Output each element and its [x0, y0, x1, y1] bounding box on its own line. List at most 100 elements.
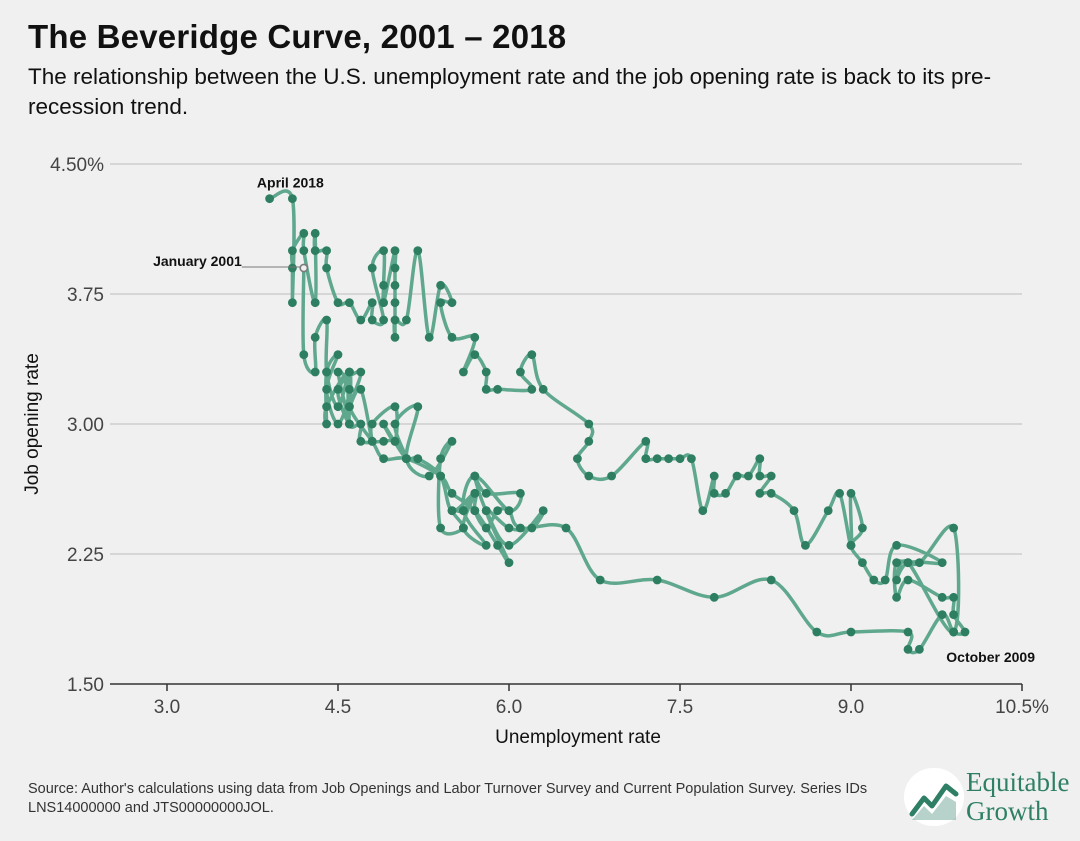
- data-point: [937, 610, 947, 620]
- data-point: [356, 315, 366, 325]
- data-point: [687, 454, 696, 464]
- data-point: [481, 384, 491, 394]
- data-point: [470, 506, 480, 516]
- data-point: [356, 436, 366, 446]
- data-point: [367, 263, 377, 273]
- rising-chart-logo-icon: [904, 768, 964, 826]
- data-point: [459, 523, 468, 533]
- data-point: [527, 384, 537, 394]
- data-point: [333, 350, 343, 360]
- y-tick-label: 1.50: [67, 675, 104, 696]
- data-point: [379, 436, 388, 446]
- x-tick-label: 4.5: [325, 697, 351, 718]
- data-point: [345, 419, 354, 429]
- data-point: [937, 592, 947, 602]
- data-point: [823, 506, 833, 516]
- data-point: [858, 558, 867, 568]
- data-point: [345, 402, 354, 412]
- data-point: [288, 263, 297, 273]
- gridlines: [110, 163, 1022, 685]
- data-point: [356, 419, 366, 429]
- annotation-october-2009: October 2009: [946, 649, 1035, 665]
- data-point: [333, 298, 343, 308]
- data-point: [299, 246, 309, 256]
- data-point: [892, 592, 901, 602]
- data-point: [664, 454, 673, 464]
- data-point: [675, 454, 685, 464]
- data-point: [447, 298, 457, 308]
- data-point: [504, 558, 514, 568]
- y-axis-ticks: 1.50 2.25 3.00 3.75 4.50%: [50, 155, 104, 696]
- data-point: [538, 384, 548, 394]
- data-point: [732, 471, 742, 481]
- data-point: [641, 454, 651, 464]
- data-point: [493, 506, 502, 516]
- data-point: [424, 332, 434, 342]
- data-point: [310, 246, 320, 256]
- data-point: [481, 506, 491, 516]
- data-point: [493, 384, 502, 394]
- source-note: Source: Author's calculations using data…: [28, 781, 868, 816]
- data-point: [903, 558, 913, 568]
- data-point: [288, 298, 297, 308]
- data-point: [755, 471, 765, 481]
- data-point: [288, 246, 297, 256]
- x-tick-label: 7.5: [667, 697, 693, 718]
- data-point: [504, 523, 514, 533]
- data-point: [390, 332, 400, 342]
- data-point: [310, 367, 320, 377]
- data-point: [880, 575, 890, 585]
- data-point: [892, 540, 901, 550]
- data-point: [447, 332, 457, 342]
- data-point: [812, 627, 822, 637]
- data-point: [470, 350, 480, 360]
- data-point: [561, 523, 571, 533]
- data-point: [755, 488, 765, 498]
- data-point: [801, 540, 810, 550]
- data-point: [481, 488, 491, 498]
- data-point: [789, 506, 799, 516]
- data-point: [333, 402, 343, 412]
- annotation-april-2018: April 2018: [257, 175, 324, 191]
- data-point: [903, 627, 913, 637]
- data-point: [390, 280, 400, 290]
- data-point: [516, 488, 525, 498]
- data-point: [333, 419, 343, 429]
- y-tick-label: 4.50%: [50, 155, 104, 176]
- data-point: [949, 523, 958, 533]
- data-point: [459, 367, 468, 377]
- data-point: [459, 506, 468, 516]
- data-point: [379, 280, 388, 290]
- data-point: [390, 246, 400, 256]
- data-point: [402, 454, 411, 464]
- data-point: [390, 419, 400, 429]
- data-point: [322, 384, 331, 394]
- data-point: [470, 471, 480, 481]
- data-point: [413, 454, 423, 464]
- data-point: [903, 575, 913, 585]
- data-point: [367, 315, 377, 325]
- data-point: [436, 471, 445, 481]
- data-point: [345, 298, 354, 308]
- data-point: [698, 506, 708, 516]
- annotations: April 2018 January 2001 October 2009: [153, 175, 1035, 665]
- data-point: [379, 419, 388, 429]
- data-point: [949, 610, 958, 620]
- data-point: [390, 263, 400, 273]
- data-point: [755, 454, 765, 464]
- annotation-january-2001: January 2001: [153, 253, 242, 269]
- data-point: [721, 488, 730, 498]
- data-point: [892, 575, 901, 585]
- data-point: [516, 367, 525, 377]
- data-points: [265, 194, 970, 654]
- data-point: [447, 488, 457, 498]
- x-tick-label: 10.5%: [995, 697, 1049, 718]
- data-point: [766, 488, 776, 498]
- data-point: [322, 419, 331, 429]
- data-point: [607, 471, 616, 481]
- data-point: [504, 540, 514, 550]
- equitable-growth-logo[interactable]: Equitable Growth: [904, 764, 1080, 830]
- data-point: [584, 436, 594, 446]
- data-point: [390, 298, 400, 308]
